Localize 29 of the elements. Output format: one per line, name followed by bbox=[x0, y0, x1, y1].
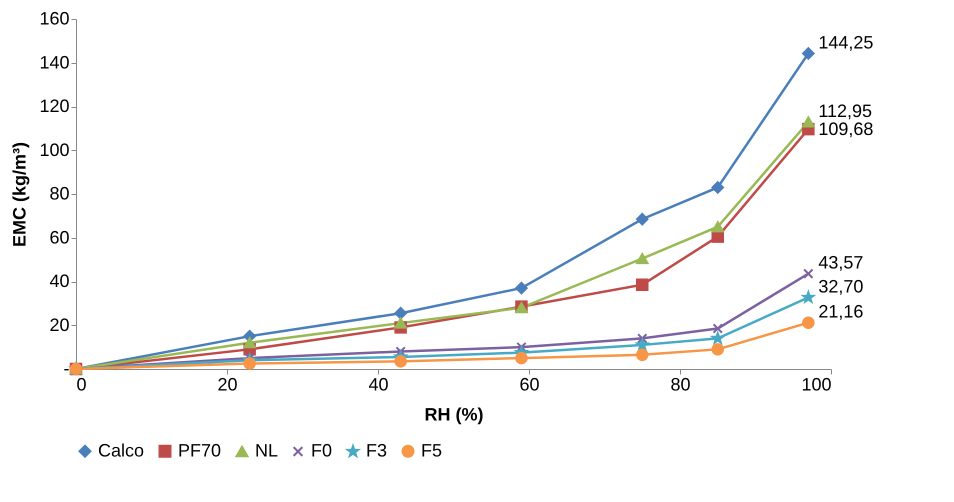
y-tick-label: - bbox=[64, 358, 70, 378]
x-tick-label: 80 bbox=[670, 374, 691, 394]
x-tick-label: 40 bbox=[368, 374, 389, 394]
x-tick-label: 0 bbox=[76, 374, 87, 394]
data-label: 21,16 bbox=[818, 302, 864, 322]
y-tick-label: 80 bbox=[49, 184, 70, 204]
data-label: 109,68 bbox=[818, 118, 874, 139]
legend-label: F5 bbox=[421, 440, 442, 460]
x-tick-label: 20 bbox=[217, 374, 238, 394]
x-tick-label: 60 bbox=[519, 374, 540, 394]
y-tick-label: 40 bbox=[49, 271, 70, 291]
y-axis-title: EMC (kg/m³) bbox=[9, 142, 30, 247]
data-label: 43,57 bbox=[818, 252, 864, 273]
y-tick-label: 160 bbox=[39, 8, 70, 28]
x-tick-label: 100 bbox=[801, 374, 832, 394]
legend-label: Calco bbox=[98, 440, 144, 460]
legend-label: F0 bbox=[311, 440, 332, 460]
y-tick-label: 140 bbox=[39, 52, 70, 72]
y-tick-label: 100 bbox=[39, 140, 70, 160]
legend-label: F3 bbox=[366, 440, 388, 460]
x-axis-title: RH (%) bbox=[424, 404, 484, 424]
y-tick-label: 60 bbox=[49, 227, 70, 248]
data-label: 144,25 bbox=[818, 32, 874, 52]
y-tick-label: 120 bbox=[39, 96, 70, 116]
y-tick-label: 20 bbox=[49, 314, 70, 335]
data-label: 32,70 bbox=[818, 276, 864, 296]
legend-label: PF70 bbox=[178, 440, 222, 460]
data-label: 112,95 bbox=[818, 100, 872, 121]
legend-label: NL bbox=[255, 440, 278, 460]
